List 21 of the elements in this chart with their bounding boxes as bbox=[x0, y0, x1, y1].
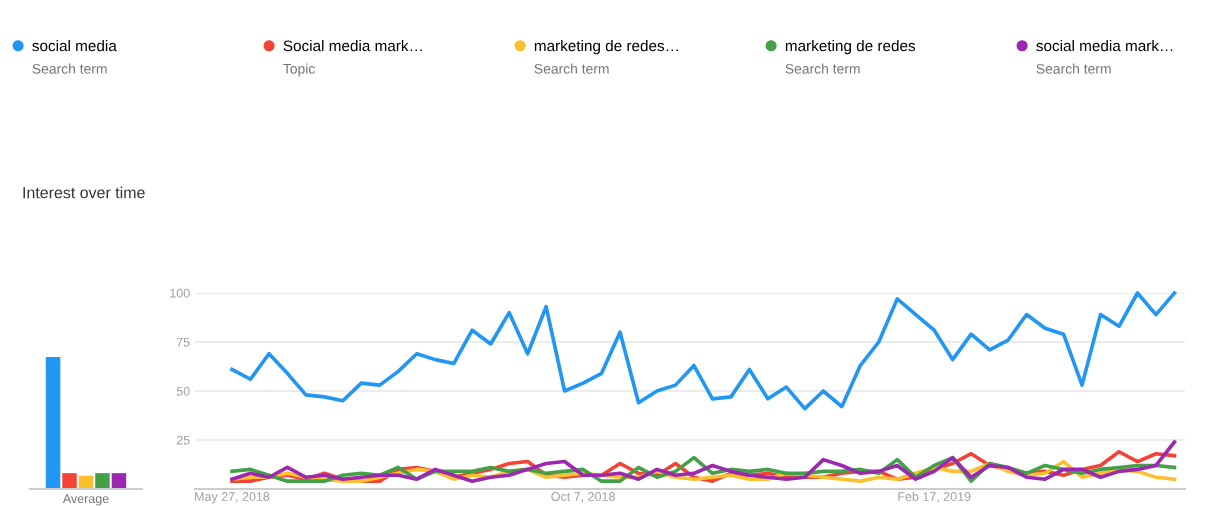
text: Search term bbox=[785, 63, 860, 74]
y-tick-label: 25 bbox=[176, 435, 190, 445]
legend-label: social media bbox=[32, 40, 117, 52]
text: Search term bbox=[1036, 63, 1111, 74]
chart-title: Interest over time bbox=[23, 186, 145, 199]
text: Topic bbox=[283, 63, 315, 77]
legend-label: social media mark… bbox=[1036, 40, 1173, 52]
x-tick-label: Oct 7, 2018 bbox=[551, 492, 615, 503]
legend-label: Social media mark… bbox=[283, 40, 422, 52]
x-tick-label: May 27, 2018 bbox=[195, 492, 270, 504]
y-tick-label: 75 bbox=[176, 337, 190, 347]
legend-label: marketing de redes… bbox=[534, 40, 678, 55]
line-series bbox=[230, 291, 1177, 411]
y-tick-label: 100 bbox=[170, 288, 190, 298]
legend-label: marketing de redes bbox=[785, 40, 916, 55]
y-tick-label: 50 bbox=[176, 386, 190, 396]
line-series bbox=[230, 440, 1177, 483]
x-axis-title: Average bbox=[62, 494, 109, 506]
text: Search term bbox=[32, 63, 107, 74]
text: Search term bbox=[534, 63, 609, 74]
x-tick-label: Feb 17, 2019 bbox=[898, 491, 971, 503]
